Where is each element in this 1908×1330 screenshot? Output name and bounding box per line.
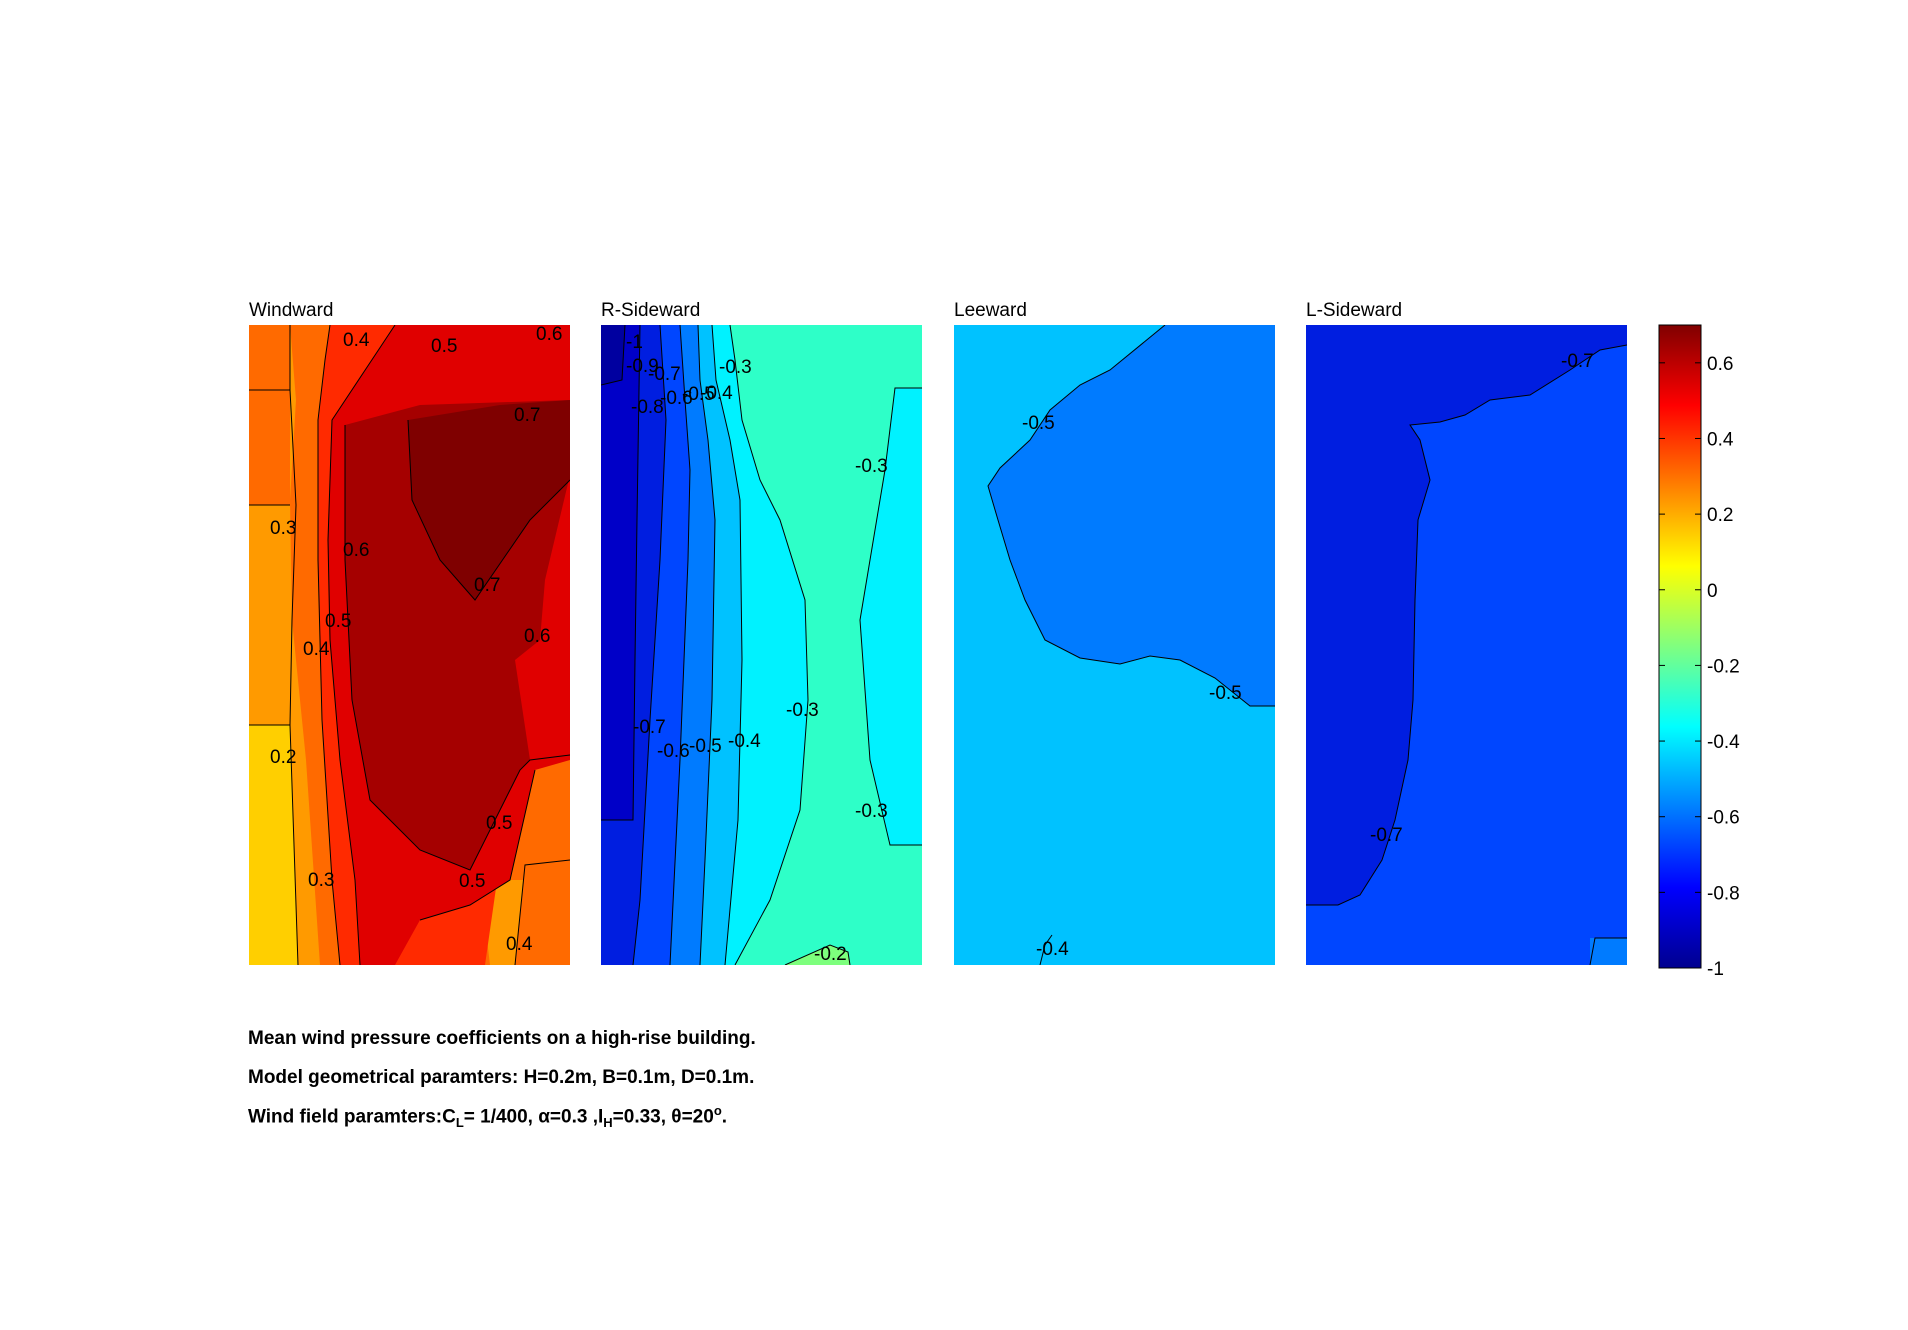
contour-label: -0.5 (1209, 683, 1242, 704)
r-band-below-0.9 (601, 325, 625, 385)
panel-title-windward: Windward (249, 300, 333, 321)
contour-label: -0.3 (855, 801, 888, 822)
panel-title-l-sideward: L-Sideward (1306, 300, 1402, 321)
r-contour-lines (601, 325, 922, 965)
ls-band-0.8-0.7-left (1306, 325, 1627, 905)
contour-label: 0.5 (486, 813, 512, 834)
contour-label: 0.3 (308, 870, 334, 891)
contour-label: -0.8 (631, 397, 664, 418)
colorbar-ticks: 0.6 0.4 0.2 0 -0.2 -0.4 -0.6 -0.8 -1 (1659, 354, 1740, 980)
contour-label: 0.6 (343, 540, 369, 561)
caption-line-3: Wind field paramters:CL= 1/400, α=0.3 ,I… (248, 1103, 727, 1130)
leeward-contour-lines (987, 325, 1275, 965)
contour-label: -0.2 (814, 944, 847, 965)
contour-label: -0.4 (1036, 939, 1069, 960)
r-band-0.9-0.8 (601, 325, 640, 820)
windward-band-above-0.7 (408, 400, 570, 600)
colorbar-tick-label: 0.2 (1707, 505, 1733, 526)
contour-label: 0.6 (536, 324, 562, 345)
contour-label: 0.4 (506, 934, 533, 955)
caption-line-3-prefix: Wind field paramters:C (248, 1106, 456, 1128)
contour-label: -0.3 (855, 456, 888, 477)
r-band-0.4-0.3-right (860, 388, 922, 845)
contour-label: -0.3 (786, 700, 819, 721)
contour-label: 0.5 (459, 871, 485, 892)
colorbar-tick-label: -0.8 (1707, 883, 1740, 904)
contour-label: -0.7 (1561, 351, 1594, 372)
contour-label: 0.7 (514, 405, 540, 426)
panel-r-sideward: -1 -0.9 -0.7 -0.3 -0.8 -0.6 -0.5 -0.4 -0… (601, 325, 922, 965)
caption-sub-cl: L (455, 1115, 464, 1131)
contour-label: 0.7 (474, 575, 500, 596)
contour-label: -1 (626, 332, 643, 353)
caption-sub-ih: H (603, 1115, 613, 1131)
colorbar-tick-label: -0.2 (1707, 656, 1740, 677)
contour-label: -0.6 (657, 741, 690, 762)
colorbar-tick-label: -0.6 (1707, 808, 1740, 829)
contour-label: 0.2 (270, 747, 296, 768)
contour-label: -0.4 (728, 731, 761, 752)
contour-label: -0.7 (1370, 825, 1403, 846)
caption-line-2: Model geometrical paramters: H=0.2m, B=0… (248, 1067, 755, 1088)
contour-label: 0.5 (325, 611, 351, 632)
colorbar-tick-label: 0.6 (1707, 354, 1733, 375)
colorbar: 0.6 0.4 0.2 0 -0.2 -0.4 -0.6 -0.8 -1 (1658, 324, 1740, 980)
panel-title-leeward: Leeward (954, 300, 1027, 321)
caption-line-3-end: . (721, 1106, 728, 1128)
ls-band-0.6-0.5-corner (1590, 938, 1627, 965)
r-band-above-0.2 (785, 945, 850, 965)
contour-label: 0.4 (303, 639, 330, 660)
contour-label: -0.5 (1022, 413, 1055, 434)
panel-title-r-sideward: R-Sideward (601, 300, 700, 321)
contour-label: -0.7 (633, 717, 666, 738)
caption-sup-deg: o (713, 1103, 722, 1118)
colorbar-tick-label: 0 (1707, 581, 1718, 602)
colorbar-gradient (1658, 324, 1702, 969)
contour-label: -0.3 (719, 357, 752, 378)
contour-label: -0.5 (682, 384, 715, 405)
windward-band-below-0.2 (249, 725, 298, 965)
windward-band-0.3-0.4-mid (249, 390, 290, 505)
contour-label: -0.9 (626, 356, 659, 377)
leeward-band-0.6-0.5 (988, 325, 1275, 706)
contour-label: -0.7 (648, 364, 681, 385)
panel-l-sideward: -0.7 -0.7 (1306, 325, 1627, 965)
colorbar-tick-label: -0.4 (1707, 732, 1740, 753)
contour-label: -0.5 (689, 736, 722, 757)
contour-label: -0.6 (660, 388, 693, 409)
contour-label: 0.5 (431, 336, 457, 357)
contour-label: -0.4 (700, 383, 733, 404)
caption-line-1: Mean wind pressure coefficients on a hig… (248, 1028, 756, 1049)
contour-label: 0.3 (270, 518, 296, 539)
caption-line-3-mid2: =0.33, θ=20 (612, 1106, 714, 1128)
contour-label: 0.4 (343, 330, 370, 351)
colorbar-tick-label: -1 (1707, 959, 1724, 980)
panel-leeward: -0.5 -0.5 -0.4 (954, 325, 1275, 965)
windward-band-0.5-0.6-corner (530, 325, 570, 335)
windward-contour-lines (249, 325, 570, 965)
caption-line-3-mid1: = 1/400, α=0.3 ,I (463, 1106, 604, 1128)
windward-band-0.3-0.4-top (249, 325, 290, 390)
ls-contour-lines (1306, 344, 1627, 965)
contour-label: 0.6 (524, 626, 550, 647)
panel-windward: 0.4 0.5 0.6 0.7 0.3 0.6 0.7 0.5 0.4 0.6 … (249, 324, 570, 965)
colorbar-tick-label: 0.4 (1707, 429, 1734, 450)
